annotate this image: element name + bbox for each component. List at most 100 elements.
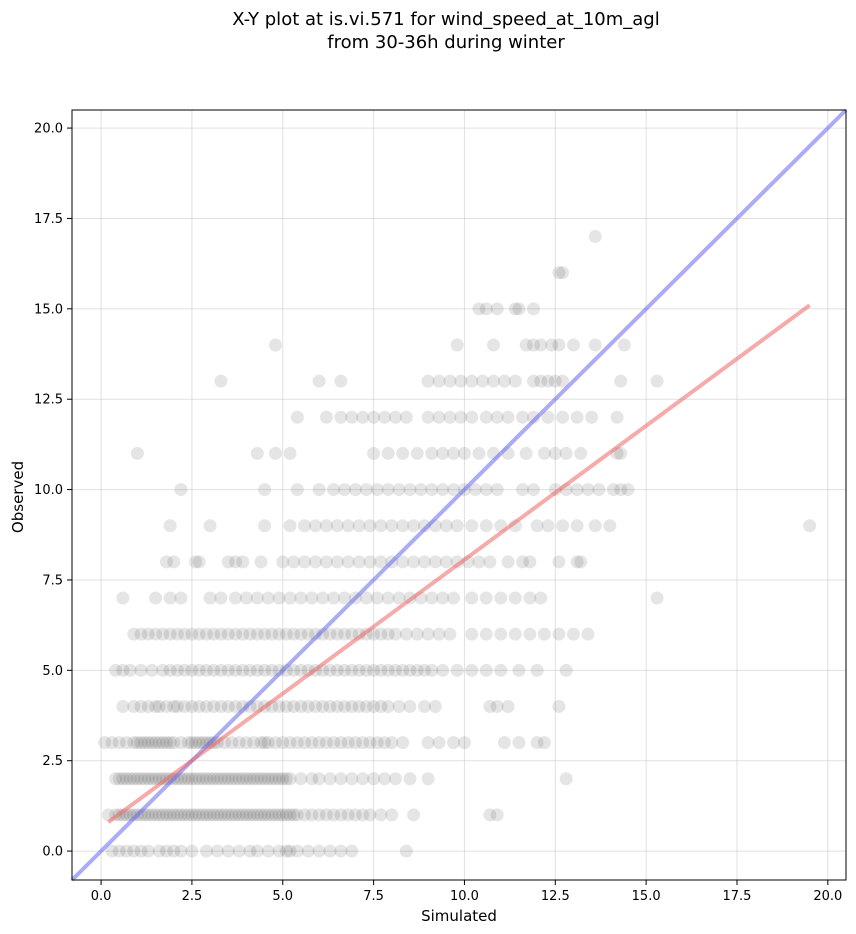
data-point — [428, 699, 442, 713]
data-point — [229, 808, 243, 822]
data-point — [192, 627, 206, 641]
data-point — [178, 663, 192, 677]
data-point — [265, 627, 279, 641]
data-point — [650, 374, 664, 388]
data-point — [345, 772, 359, 786]
data-point — [134, 699, 148, 713]
data-point — [152, 808, 166, 822]
data-point — [156, 663, 170, 677]
data-point — [450, 663, 464, 677]
data-point — [214, 374, 228, 388]
data-point — [203, 519, 217, 533]
data-point — [465, 519, 479, 533]
data-point — [203, 808, 217, 822]
y-tick-label: 15.0 — [34, 302, 63, 317]
data-point — [519, 338, 533, 352]
data-point — [178, 808, 192, 822]
data-point — [181, 808, 195, 822]
data-point — [152, 736, 166, 750]
data-point — [392, 591, 406, 605]
data-point — [421, 374, 435, 388]
data-point — [381, 483, 395, 497]
data-point — [185, 627, 199, 641]
data-point — [141, 808, 155, 822]
data-point — [396, 555, 410, 569]
data-point — [432, 627, 446, 641]
data-point — [134, 663, 148, 677]
data-point — [530, 519, 544, 533]
data-point — [534, 591, 548, 605]
data-point — [301, 844, 315, 858]
data-point — [308, 555, 322, 569]
data-point — [450, 519, 464, 533]
data-point — [370, 483, 384, 497]
data-point — [279, 663, 293, 677]
data-point — [265, 772, 279, 786]
data-point — [250, 808, 264, 822]
data-point — [149, 591, 163, 605]
data-point — [516, 555, 530, 569]
data-point — [319, 808, 333, 822]
data-point — [229, 555, 243, 569]
data-point — [127, 627, 141, 641]
data-point — [352, 699, 366, 713]
data-point — [399, 410, 413, 424]
data-point — [207, 627, 221, 641]
data-point — [327, 736, 341, 750]
data-point — [243, 772, 257, 786]
data-point — [465, 591, 479, 605]
data-point — [312, 808, 326, 822]
data-point — [312, 374, 326, 388]
data-point — [134, 736, 148, 750]
data-point — [265, 808, 279, 822]
data-point — [425, 663, 439, 677]
data-point — [450, 338, 464, 352]
data-point — [570, 483, 584, 497]
data-point — [178, 699, 192, 713]
data-point — [290, 736, 304, 750]
data-point — [174, 808, 188, 822]
data-point — [407, 519, 421, 533]
y-gridlines — [72, 127, 846, 852]
data-point — [167, 844, 181, 858]
data-point — [239, 808, 253, 822]
data-point — [149, 627, 163, 641]
data-point — [468, 483, 482, 497]
data-point — [483, 808, 497, 822]
data-point — [170, 627, 184, 641]
data-point — [334, 772, 348, 786]
data-point — [396, 446, 410, 460]
data-point — [283, 808, 297, 822]
data-point — [149, 699, 163, 713]
x-tick-label: 10.0 — [450, 889, 479, 904]
data-point — [272, 808, 286, 822]
data-point — [334, 736, 348, 750]
data-point — [425, 591, 439, 605]
data-point — [250, 772, 264, 786]
data-point — [443, 627, 457, 641]
data-point — [312, 483, 326, 497]
data-point — [225, 808, 239, 822]
data-point — [207, 663, 221, 677]
data-point — [588, 338, 602, 352]
data-point — [261, 772, 275, 786]
data-point — [570, 410, 584, 424]
data-point — [476, 374, 490, 388]
data-point — [163, 519, 177, 533]
data-point — [170, 699, 184, 713]
data-point — [159, 844, 173, 858]
data-point — [487, 338, 501, 352]
data-point — [483, 555, 497, 569]
data-point — [141, 627, 155, 641]
data-point — [290, 410, 304, 424]
data-point — [316, 627, 330, 641]
data-point — [316, 591, 330, 605]
data-point — [330, 519, 344, 533]
data-point — [199, 772, 213, 786]
x-tick-label: 12.5 — [541, 889, 570, 904]
data-point — [523, 555, 537, 569]
data-point — [472, 446, 486, 460]
data-point — [149, 808, 163, 822]
data-point — [334, 374, 348, 388]
